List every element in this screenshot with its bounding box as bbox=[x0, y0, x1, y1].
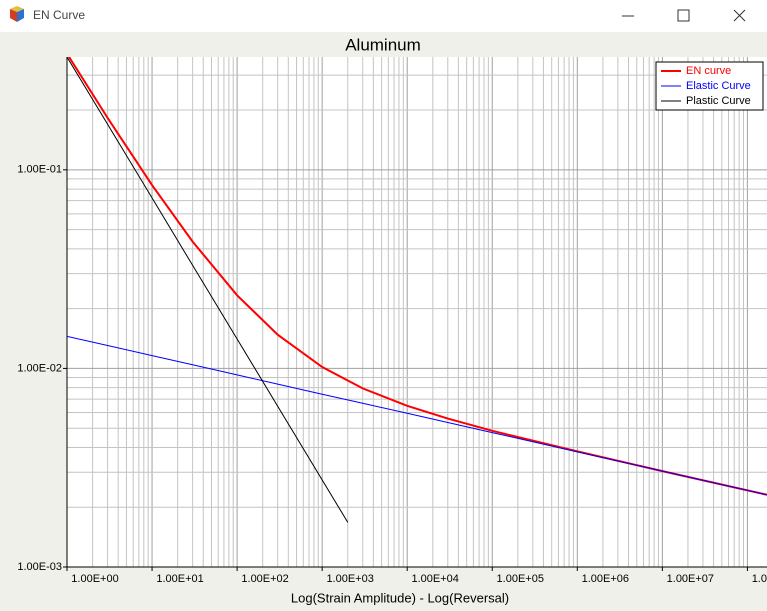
series-line bbox=[67, 57, 767, 496]
legend-label: Plastic Curve bbox=[686, 95, 751, 107]
chart-title: Aluminum bbox=[345, 35, 421, 54]
x-tick-label: 1.00E+00 bbox=[71, 573, 118, 585]
title-bar bbox=[0, 0, 767, 32]
x-tick-label: 1.00E+02 bbox=[241, 573, 288, 585]
x-tick-label: 1.00E+06 bbox=[582, 573, 629, 585]
x-tick-label: 1.00E+04 bbox=[411, 573, 458, 585]
window-title: EN Curve bbox=[33, 8, 85, 22]
y-tick-label: 1.00E-02 bbox=[17, 362, 62, 374]
series-line bbox=[67, 57, 349, 523]
series-line bbox=[67, 335, 767, 496]
x-axis-label: Log(Strain Amplitude) - Log(Reversal) bbox=[291, 590, 509, 605]
y-tick-label: 1.00E-01 bbox=[17, 164, 62, 176]
maximize-button[interactable] bbox=[677, 9, 690, 22]
x-tick-label: 1.00E+01 bbox=[156, 573, 203, 585]
close-button[interactable] bbox=[733, 9, 746, 22]
x-tick-label: 1.00E+03 bbox=[326, 573, 373, 585]
plot-area bbox=[67, 57, 767, 567]
x-tick-label: 1.00E+07 bbox=[667, 573, 714, 585]
legend-label: Elastic Curve bbox=[686, 80, 751, 92]
y-tick-label: 1.00E-03 bbox=[17, 561, 62, 573]
grid bbox=[67, 57, 767, 567]
plot: 1.00E+00 1.00E+01 1.00E+02 1.00E+03 1.00E+04… bbox=[17, 57, 767, 585]
legend-label: EN curve bbox=[686, 65, 731, 77]
x-tick-label: 1.00E+05 bbox=[497, 573, 544, 585]
x-tick-label: 1.00E+08 bbox=[752, 573, 767, 585]
app-icon bbox=[10, 6, 24, 22]
